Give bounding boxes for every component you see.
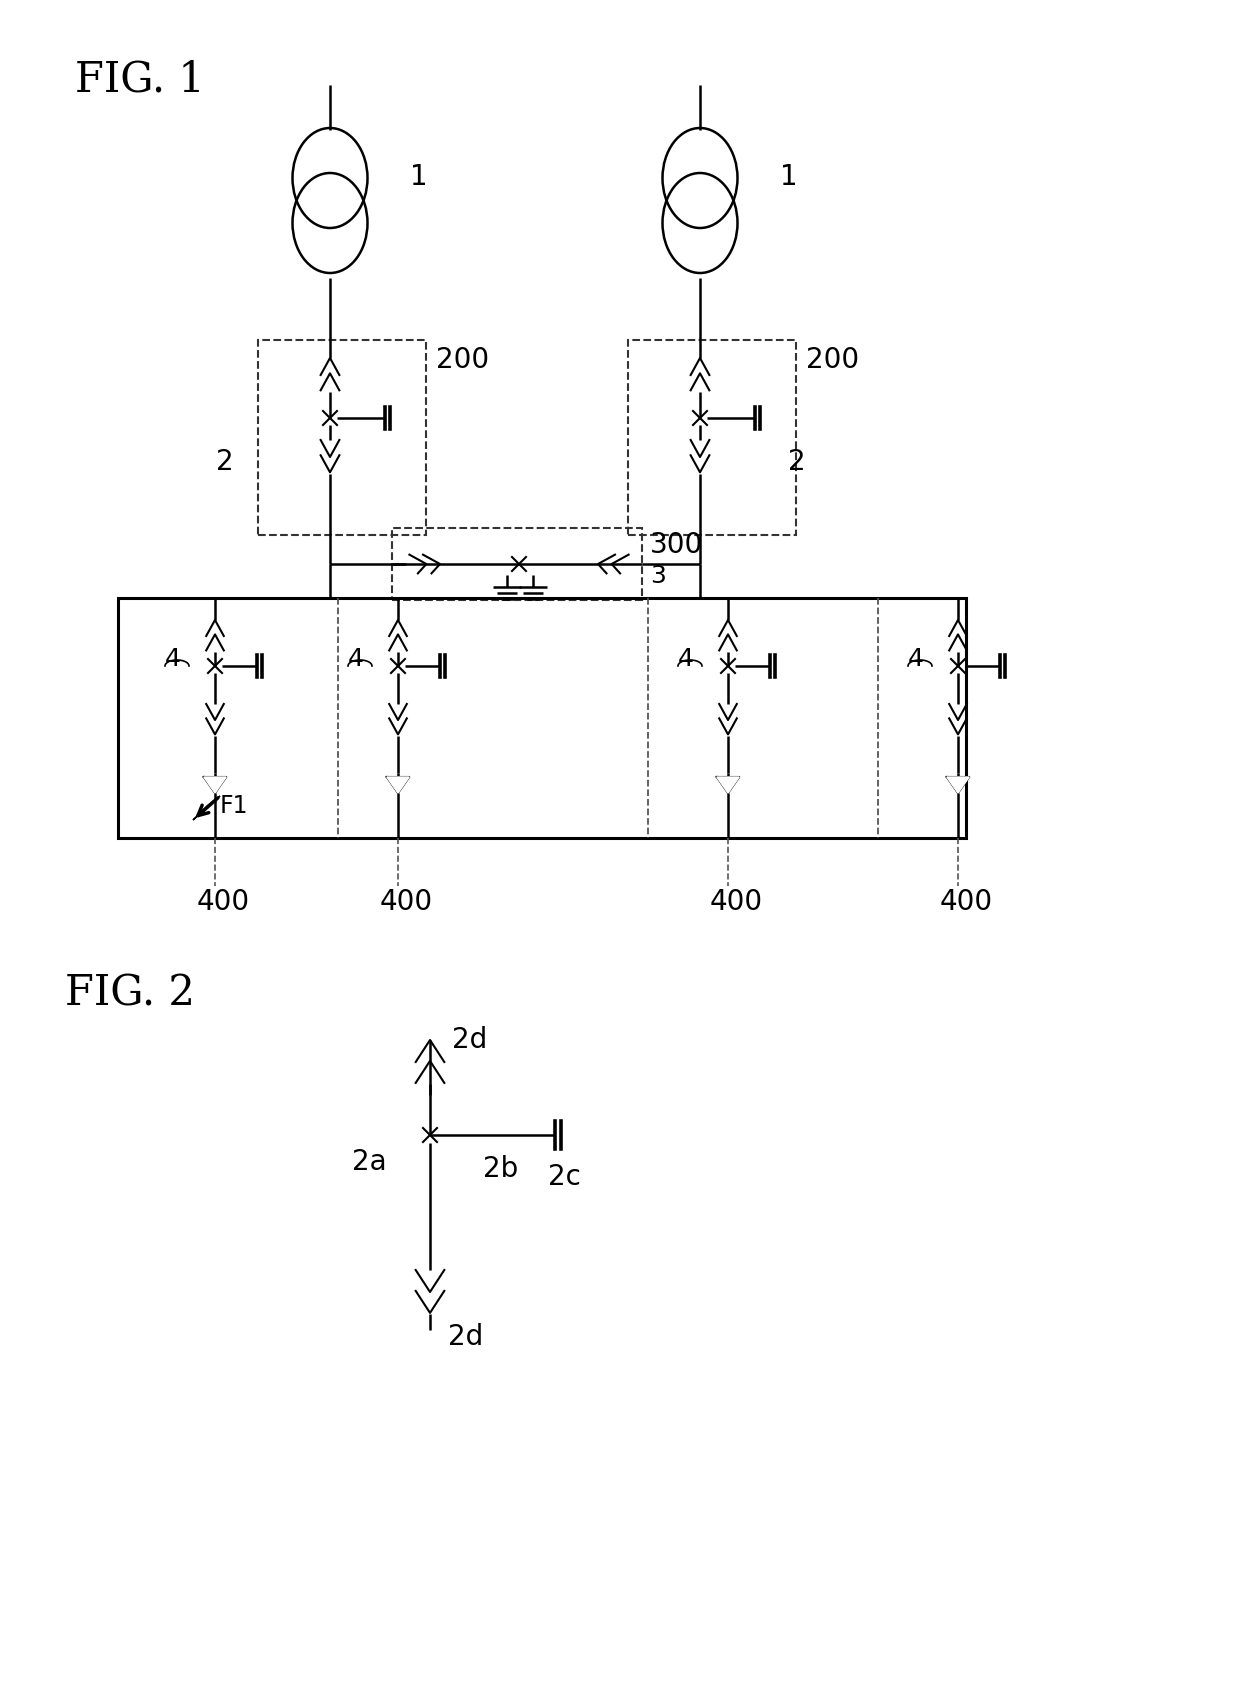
Text: 400: 400 (711, 888, 763, 915)
Text: 4: 4 (678, 647, 694, 671)
Text: 2d: 2d (448, 1323, 484, 1352)
Text: 4: 4 (165, 647, 181, 671)
Text: 4: 4 (348, 647, 365, 671)
Text: 2c: 2c (548, 1163, 580, 1190)
Text: 400: 400 (940, 888, 993, 915)
Text: 400: 400 (379, 888, 433, 915)
Polygon shape (193, 796, 219, 820)
Text: 200: 200 (436, 346, 489, 374)
Text: FIG. 2: FIG. 2 (64, 971, 195, 1014)
Bar (392, 528, 642, 599)
Text: 2d: 2d (453, 1026, 487, 1054)
Text: 200: 200 (806, 346, 859, 374)
Text: 2b: 2b (484, 1155, 518, 1184)
Text: 2: 2 (787, 448, 806, 475)
Text: 400: 400 (197, 888, 250, 915)
Text: 1: 1 (780, 163, 797, 190)
Polygon shape (947, 778, 970, 793)
Text: F1: F1 (219, 795, 248, 818)
Polygon shape (717, 778, 739, 793)
Bar (118, 598, 966, 839)
Text: 1: 1 (410, 163, 428, 190)
Polygon shape (203, 778, 226, 793)
Text: 2a: 2a (352, 1148, 387, 1177)
Polygon shape (387, 778, 409, 793)
Bar (627, 340, 796, 535)
Bar (258, 340, 427, 535)
Text: 4: 4 (908, 647, 924, 671)
Text: 2: 2 (216, 448, 233, 475)
Text: FIG. 1: FIG. 1 (74, 58, 205, 100)
Text: 300: 300 (650, 531, 703, 559)
Text: 3: 3 (650, 564, 666, 588)
